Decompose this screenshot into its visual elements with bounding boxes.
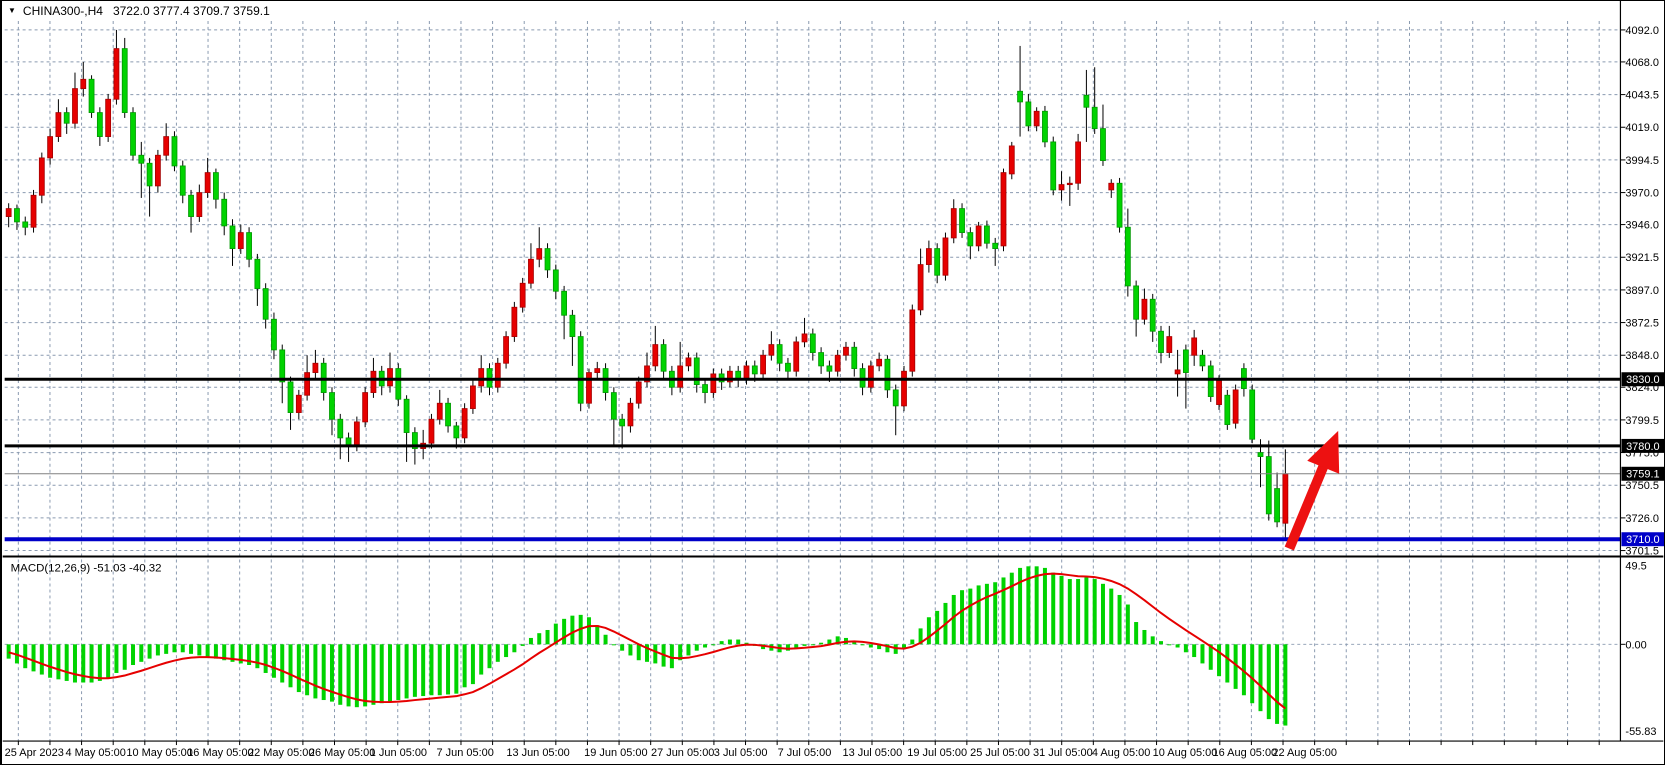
level-price-badge-text: 3780.0 xyxy=(1626,441,1660,453)
time-tick-label: 13 Jun 05:00 xyxy=(506,747,569,759)
trend-arrow-annotation[interactable] xyxy=(1284,430,1340,551)
price-tick-label: 3872.5 xyxy=(1625,318,1659,330)
time-tick-label: 16 May 05:00 xyxy=(187,747,253,759)
pane-borders xyxy=(2,1,1664,742)
price-tick-label: 3750.5 xyxy=(1625,480,1659,492)
ohlc-values-label: 3722.0 3777.4 3709.7 3759.1 xyxy=(112,3,270,18)
price-tick-label: 4043.5 xyxy=(1625,90,1659,102)
time-tick-label: 27 Jun 05:00 xyxy=(651,747,714,759)
time-tick-label: 25 Jul 05:00 xyxy=(970,747,1030,759)
level-price-badge-text: 3710.0 xyxy=(1626,534,1660,546)
time-tick-label: 10 May 05:00 xyxy=(126,747,192,759)
price-tick-label: 3799.5 xyxy=(1625,415,1659,427)
time-tick-label: 1 Jun 05:00 xyxy=(370,747,427,759)
price-tick-label: 3726.0 xyxy=(1625,513,1659,525)
time-tick-label: 4 Aug 05:00 xyxy=(1092,747,1151,759)
price-tick-label: 3921.5 xyxy=(1625,252,1659,264)
time-tick-label: 26 May 05:00 xyxy=(309,747,375,759)
time-tick-label: 22 Aug 05:00 xyxy=(1272,747,1337,759)
time-tick-label: 10 Aug 05:00 xyxy=(1153,747,1218,759)
time-tick-label: 13 Jul 05:00 xyxy=(842,747,902,759)
level-price-badge xyxy=(1621,438,1664,453)
level-price-badge-text: 3759.1 xyxy=(1626,469,1660,481)
price-tick-label: 3848.0 xyxy=(1625,350,1659,362)
macd-indicator-label: MACD(12,26,9) -51.03 -40.32 xyxy=(11,563,162,575)
time-tick-label: 22 May 05:00 xyxy=(248,747,314,759)
price-axis: 4092.0 4068.0 4043.5 4019.0 3994.5 3970.0 3946… xyxy=(1620,25,1664,738)
time-tick-label: 7 Jun 05:00 xyxy=(437,747,494,759)
price-tick-label: 3701.5 xyxy=(1625,546,1659,558)
chart-title-bar: ▼ CHINA300-,H4 3722.0 3777.4 3709.7 3759… xyxy=(8,3,270,18)
level-price-badge-text: 3830.0 xyxy=(1626,374,1660,386)
grid-vertical xyxy=(17,20,1600,742)
symbol-dropdown-icon[interactable]: ▼ xyxy=(8,5,16,15)
horizontal-level-lines xyxy=(4,377,1621,542)
macd-signal-line xyxy=(8,572,1286,710)
time-tick-label: 3 Jul 05:00 xyxy=(714,747,768,759)
time-tick-label: 25 Apr 2023 xyxy=(5,747,64,759)
candlesticks-layer xyxy=(5,29,1289,540)
time-tick-label: 4 May 05:00 xyxy=(66,747,126,759)
price-tick-label: 3946.0 xyxy=(1625,220,1659,232)
price-tick-label: 3897.0 xyxy=(1625,285,1659,297)
price-tick-label: 3994.5 xyxy=(1625,155,1659,167)
time-tick-label: 19 Jun 05:00 xyxy=(584,747,647,759)
macd-pane: MACD(12,26,9) -51.03 -40.32 xyxy=(6,563,1288,726)
level-price-badge xyxy=(1621,532,1664,547)
price-tick-label: 3970.0 xyxy=(1625,188,1659,200)
time-tick-label: 7 Jul 05:00 xyxy=(778,747,832,759)
time-tick-label: 31 Jul 05:00 xyxy=(1033,747,1093,759)
price-tick-label: 4092.0 xyxy=(1625,25,1659,37)
time-tick-label: 16 Aug 05:00 xyxy=(1213,747,1278,759)
level-price-badge xyxy=(1621,466,1664,481)
symbol-timeframe-label: CHINA300-,H4 xyxy=(22,3,103,18)
macd-tick-label: 49.5 xyxy=(1625,561,1646,573)
macd-tick-label: -55.83 xyxy=(1625,726,1656,738)
level-price-badge xyxy=(1621,372,1664,387)
price-tick-label: 4019.0 xyxy=(1625,122,1659,134)
time-tick-label: 19 Jul 05:00 xyxy=(907,747,967,759)
price-tick-label: 4068.0 xyxy=(1625,57,1659,69)
macd-tick-label: 0.00 xyxy=(1625,639,1646,651)
